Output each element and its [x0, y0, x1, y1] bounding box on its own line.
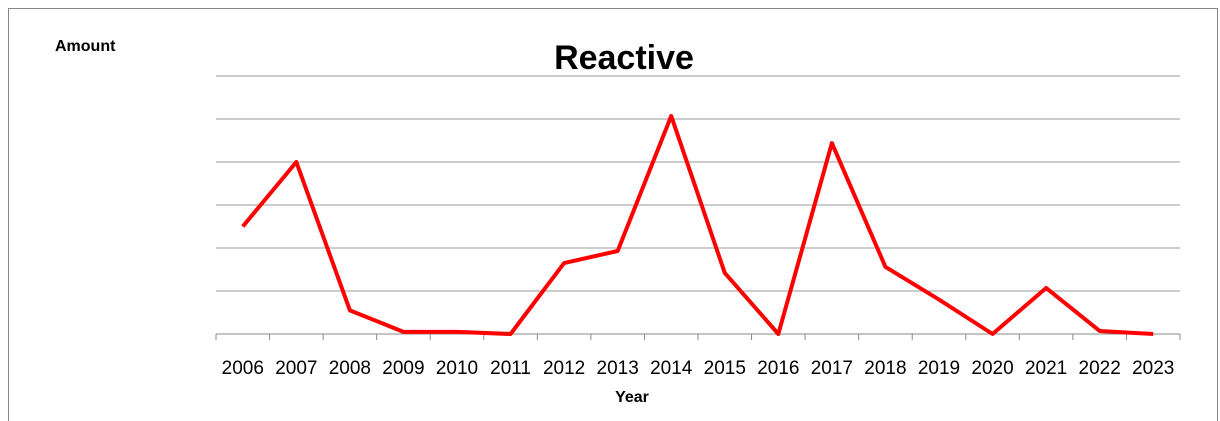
chart-title: Reactive: [554, 39, 694, 77]
x-tick-label: 2022: [1079, 358, 1121, 379]
x-axis-label: Year: [615, 389, 649, 406]
x-tick-label: 2021: [1025, 358, 1067, 379]
chart-border: [8, 8, 1218, 421]
y-axis-label: Amount: [55, 38, 116, 55]
x-tick-label: 2012: [543, 358, 585, 379]
x-tick-label: 2009: [382, 358, 424, 379]
x-tick-label: 2011: [490, 358, 531, 379]
x-tick-label: 2019: [918, 358, 960, 379]
x-tick-label: 2007: [275, 358, 317, 379]
x-tick-label: 2016: [757, 358, 799, 379]
x-tick-label: 2008: [329, 358, 371, 379]
x-tick-label: 2006: [222, 358, 264, 379]
line-series: [241, 113, 1154, 336]
x-tick-label: 2023: [1132, 358, 1174, 379]
x-tick-label: 2015: [704, 358, 746, 379]
x-tick-label: 2014: [650, 358, 693, 379]
x-tick-label: 2017: [811, 358, 853, 379]
x-tick-label: 2010: [436, 358, 478, 379]
x-tick-label: 2018: [864, 358, 906, 379]
x-tick-label: 2013: [597, 358, 639, 379]
x-tick-label: 2020: [971, 358, 1013, 379]
